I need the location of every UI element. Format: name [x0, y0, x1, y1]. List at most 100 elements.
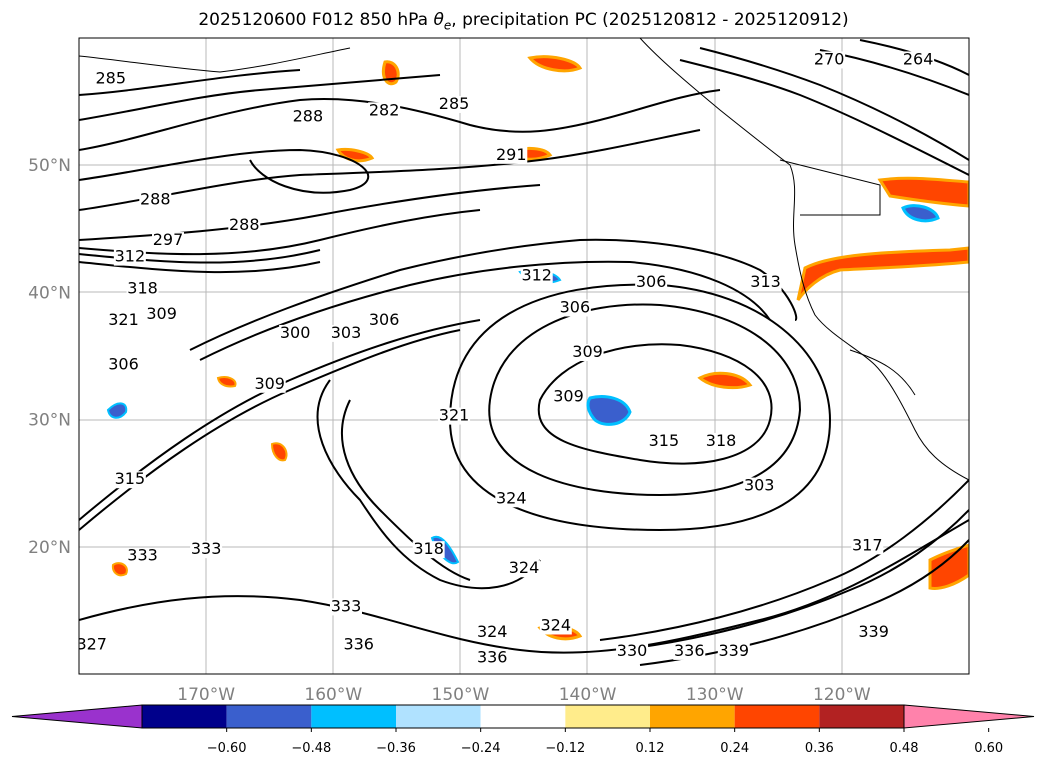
lat-tick-label: 50°N — [28, 156, 71, 176]
contour-label-bg — [107, 312, 140, 330]
colorbar-swatch — [565, 705, 650, 728]
contour-label: 312 — [115, 247, 146, 266]
contour-label: 285 — [96, 69, 127, 88]
contour-line — [79, 249, 321, 264]
map-title: 2025120600 F012 850 hPa θe, precipitatio… — [0, 10, 1047, 32]
lon-tick-label: 160°W — [304, 685, 362, 705]
colorbar-swatch — [819, 705, 904, 728]
contour-line — [316, 379, 541, 590]
contour-label-bg — [94, 70, 127, 88]
precip-negative-coast — [901, 204, 940, 223]
contour-label-bg — [438, 95, 471, 113]
theta-e-contours — [79, 39, 969, 666]
contour-label-bg — [79, 636, 108, 654]
contour-label: 324 — [477, 622, 508, 641]
contour-label: 306 — [560, 297, 591, 316]
contour-label-bg — [291, 108, 324, 126]
contour-label-bg — [126, 280, 159, 298]
contour-label-bg — [508, 560, 540, 578]
precip-positive-california — [796, 246, 969, 301]
contour-label: 303 — [331, 323, 362, 342]
lon-tick-label: 120°W — [813, 685, 871, 705]
colorbar — [11, 704, 1035, 729]
contour-label-bg — [851, 537, 884, 555]
lon-tick-label: 170°W — [177, 685, 235, 705]
contour-label-bg — [190, 541, 223, 559]
lon-tick-label: 130°W — [686, 685, 744, 705]
contour-label: 285 — [439, 94, 470, 113]
contour-label-bg — [126, 547, 159, 565]
contour-label: 309 — [254, 374, 285, 393]
precip-positive-offshore — [697, 371, 753, 390]
contour-label: 336 — [477, 647, 508, 666]
contour-line — [189, 238, 798, 351]
map-frame — [78, 37, 970, 675]
contour-label-bg — [813, 51, 846, 69]
contour-label: 315 — [649, 431, 680, 450]
title-prefix: 2025120600 F012 850 hPa — [198, 10, 434, 30]
precip-negative-low — [586, 395, 632, 426]
colorbar-tick-label: 0.48 — [890, 741, 919, 756]
contour-label-bg — [368, 102, 401, 120]
contour-line — [619, 509, 969, 651]
contour-label: 333 — [191, 539, 222, 558]
contour-label-bg — [539, 617, 572, 635]
contour-label-bg — [647, 433, 680, 451]
colorbar-tick-label: −0.48 — [291, 741, 331, 756]
precip-positive-mexico — [928, 543, 969, 590]
contour-label: 339 — [858, 622, 889, 641]
coastline-aleutians — [79, 47, 351, 73]
colorbar-swatch — [311, 705, 396, 728]
contour-line — [79, 261, 321, 274]
contour-line — [79, 74, 441, 121]
contour-label: 288 — [293, 107, 324, 126]
contour-label: 324 — [541, 615, 572, 634]
contour-label: 317 — [852, 535, 883, 554]
contour-label-bg — [476, 623, 509, 641]
colorbar-swatch — [480, 705, 566, 728]
lon-tick-label: 140°W — [559, 685, 617, 705]
contour-label: 306 — [636, 272, 667, 291]
contour-line — [448, 283, 832, 532]
contour-label: 288 — [229, 215, 260, 234]
contour-label-bg — [279, 324, 312, 342]
contour-line — [699, 47, 969, 161]
lat-tick-label: 30°N — [28, 411, 71, 431]
contour-line — [79, 519, 969, 654]
contour-label-bg — [902, 51, 935, 69]
contour-label-bg — [107, 356, 140, 374]
contour-label: 336 — [343, 635, 374, 654]
coastlines — [79, 38, 969, 481]
contour-label-bg — [368, 312, 401, 330]
contour-line — [599, 479, 969, 641]
colorbar-tick-label: 0.24 — [720, 741, 749, 756]
contour-label: 321 — [108, 310, 139, 329]
precip-positive-gulf — [527, 55, 583, 73]
contour-label-bg — [253, 375, 286, 393]
contour-label-bg — [558, 299, 591, 317]
contour-label: 324 — [509, 558, 540, 577]
border-us-canada — [779, 159, 881, 216]
contour-line — [199, 260, 771, 361]
contour-label: 330 — [617, 641, 648, 660]
title-theta-symbol: θ — [433, 10, 444, 30]
contour-label: 324 — [496, 488, 527, 507]
contour-label-bg — [412, 541, 445, 559]
colorbar-tick-label: −0.60 — [207, 741, 247, 756]
precipitation-shading — [106, 55, 969, 641]
contour-label-bg — [228, 216, 261, 234]
lon-tick-label: 150°W — [432, 685, 490, 705]
contour-labels: 285 282 285 288 291 270 264 288 288 297 312 318 321 3… — [79, 49, 935, 667]
contour-label-bg — [743, 477, 776, 495]
contour-label: 333 — [331, 596, 362, 615]
contour-label-bg — [139, 191, 172, 209]
colorbar-swatch — [650, 705, 735, 728]
contour-label: 306 — [369, 310, 400, 329]
precip-positive-mid — [270, 442, 288, 462]
contour-label-bg — [330, 598, 362, 616]
contour-label-bg — [495, 146, 528, 164]
contour-label-bg — [705, 433, 738, 451]
contour-line — [79, 69, 301, 96]
contour-label-bg — [330, 324, 362, 342]
title-suffix: , precipitation PC (2025120812 - 2025120… — [451, 10, 849, 30]
